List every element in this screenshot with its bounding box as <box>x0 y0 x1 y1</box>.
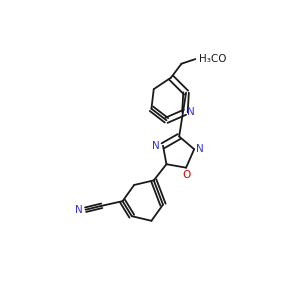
Text: N: N <box>196 144 204 154</box>
Text: H₃CO: H₃CO <box>199 54 226 64</box>
Text: N: N <box>152 141 160 151</box>
Text: O: O <box>183 169 191 179</box>
Text: N: N <box>75 205 82 215</box>
Text: N: N <box>187 107 194 117</box>
